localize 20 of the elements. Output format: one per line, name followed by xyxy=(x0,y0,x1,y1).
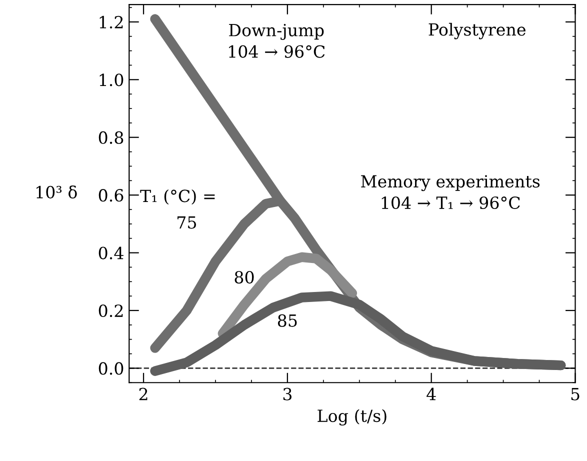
y-tick-label: 0.6 xyxy=(98,189,124,202)
annotation: Down-jump 104 → 96°C xyxy=(229,24,325,58)
y-tick-label: 0.8 xyxy=(98,131,124,144)
y-tick-label: 0.2 xyxy=(98,304,123,318)
annotation: T₁ (°C) = xyxy=(140,189,215,205)
x-tick-label: 5 xyxy=(571,388,580,400)
series-label: 85 xyxy=(278,314,297,327)
x-axis-title: Log (t/s) xyxy=(318,409,386,426)
y-tick-label: 1.2 xyxy=(100,16,123,28)
x-tick-label: 2 xyxy=(139,388,148,400)
y-axis-title: 10³ δ xyxy=(36,185,77,198)
y-tick-label: 0.4 xyxy=(98,246,124,260)
x-tick-label: 4 xyxy=(426,388,436,400)
annotation: Polystyrene xyxy=(428,22,526,40)
series-label: 80 xyxy=(234,270,254,284)
y-tick-label: 1.0 xyxy=(100,74,124,86)
x-tick-label: 3 xyxy=(283,388,292,400)
y-tick-label: 0.0 xyxy=(98,362,124,375)
text: 75 xyxy=(178,216,196,229)
annotation: Memory experiments 104 → T₁ → 96°C xyxy=(361,175,540,210)
